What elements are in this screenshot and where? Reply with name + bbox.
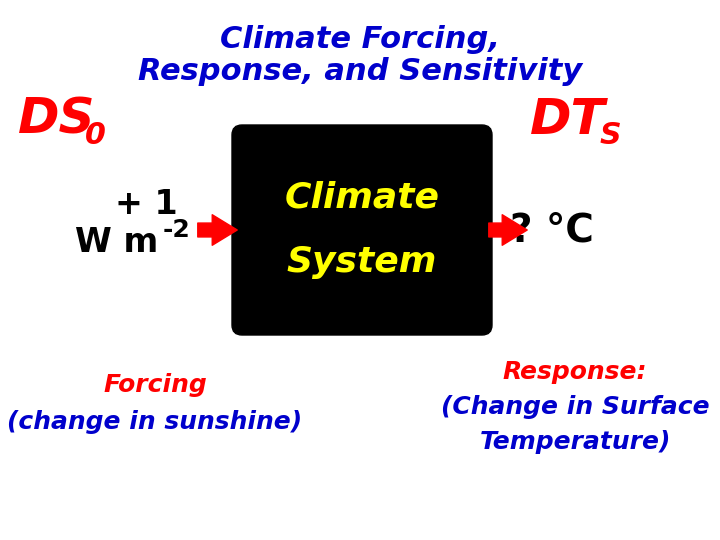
Text: DT: DT <box>530 96 606 144</box>
Text: Climate: Climate <box>284 181 439 215</box>
Text: Temperature): Temperature) <box>480 430 671 454</box>
Text: S: S <box>600 120 621 150</box>
Text: -2: -2 <box>163 218 191 242</box>
Text: Response, and Sensitivity: Response, and Sensitivity <box>138 57 582 86</box>
Text: W m: W m <box>75 226 158 259</box>
Text: ? °C: ? °C <box>510 211 594 249</box>
Text: Climate Forcing,: Climate Forcing, <box>220 25 500 55</box>
FancyBboxPatch shape <box>232 125 492 335</box>
Text: + 1: + 1 <box>115 188 178 221</box>
Text: Forcing: Forcing <box>103 373 207 397</box>
FancyArrowPatch shape <box>489 215 527 245</box>
Text: System: System <box>287 245 437 279</box>
Text: 0: 0 <box>85 120 106 150</box>
FancyArrowPatch shape <box>198 215 237 245</box>
Text: Response:: Response: <box>503 360 647 384</box>
Text: DS: DS <box>18 96 96 144</box>
Text: (Change in Surface: (Change in Surface <box>441 395 709 419</box>
Text: (change in sunshine): (change in sunshine) <box>7 410 302 434</box>
